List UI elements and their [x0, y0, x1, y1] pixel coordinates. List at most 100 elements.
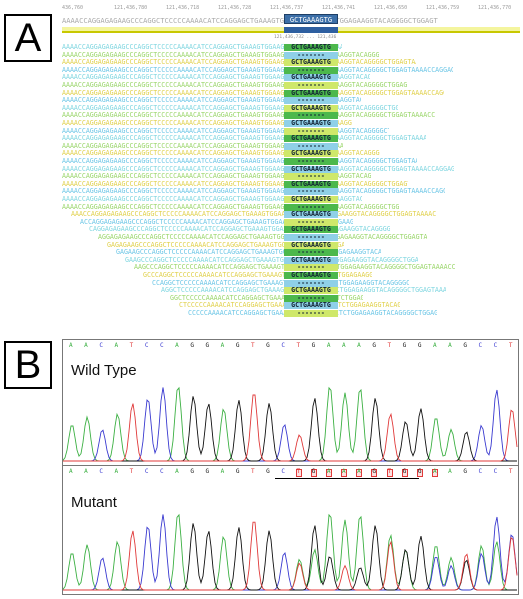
base-call: C	[478, 342, 483, 349]
ruler-tick: 121,436,737	[270, 5, 304, 11]
ruler-tick: 121,436,780	[114, 5, 148, 11]
base-call: T	[129, 342, 134, 349]
trace-t	[63, 394, 518, 462]
insertion-block: -------	[284, 249, 338, 257]
ruler-tick: 121,436,759	[426, 5, 460, 11]
insertion-block: -------	[284, 112, 338, 120]
target-sub-ruler: 121,436,732 ... 121,436	[274, 35, 337, 40]
trace-a	[63, 513, 517, 591]
aligned-read: AAAACCAGGAGAGAAGCCCAGGCTCCCCCAAAACATCCAG…	[62, 59, 416, 67]
base-call: G	[266, 468, 270, 475]
aligned-read: AAAACCAGGAGAGAAGCCCAGGCTCCCCCAAAACATCCAG…	[62, 120, 352, 127]
insertion-block: GCTGAAAGTG	[284, 150, 338, 158]
insertion-block: -------	[284, 142, 338, 150]
base-call: A	[326, 342, 331, 349]
insertion-block: GCTGAAAGTG	[284, 272, 338, 279]
base-call: A	[175, 468, 179, 475]
inserted-base-box	[341, 469, 347, 477]
base-call: A	[69, 468, 73, 475]
aligned-read: AAAACCAGGAGAGAAGCCCAGGCTCCCCCAAAACATCCAG…	[62, 158, 417, 165]
aligned-read: CAGGAGAGAAGCCCAGGCTCCCCCAAAACATCCAGGAGCT…	[89, 226, 390, 234]
aligned-read: AAAACCAGGAGAGAAGCCCAGGCTCCCCCAAAACATCCAG…	[62, 89, 444, 97]
wild-type-title: Wild Type	[71, 362, 137, 379]
base-call: C	[144, 468, 149, 475]
base-call: A	[433, 342, 437, 349]
read-alignment-view: 436,760 121,436,780 121,436,718 121,436,728…	[62, 4, 520, 328]
insertion-block: -------	[284, 264, 338, 272]
insertion-block: GCTGAAAGTG	[284, 196, 338, 203]
base-call: G	[190, 468, 194, 475]
aligned-read: AAAACCAGGAGAGAAGCCCAGGCTCCCCCAAAACATCCAG…	[62, 150, 380, 158]
base-call: T	[387, 468, 392, 475]
base-call: G	[190, 342, 194, 349]
base-call: A	[84, 468, 88, 475]
base-call: T	[251, 468, 255, 475]
aligned-read: AAAACCAGGAGAGAAGCCCAGGCTCCCCCAAAACATCCAG…	[62, 173, 371, 181]
ruler-tick: 436,760	[62, 5, 84, 11]
insertion-block: GCTGAAAGTG	[284, 241, 338, 249]
insertion-block: GCTGAAAGTG	[284, 302, 338, 310]
insertion-block: GCTGAAAGTG	[284, 211, 338, 219]
insertion-block: GCTGAAAGTG	[284, 59, 338, 67]
base-call: A	[114, 468, 119, 475]
inserted-base-box	[310, 469, 317, 477]
aligned-read: AAAACCAGGAGAGAAGCCCAGGCTCCCCCAAAACATCCAG…	[62, 74, 370, 82]
base-call: C	[493, 342, 498, 349]
aligned-read: AAAACCAGGAGAGAAGCCCAGGCTCCCCCAAAACATCCAG…	[62, 44, 342, 51]
base-call: A	[448, 342, 452, 349]
aligned-read: CCAGGCTCCCCCAAAACATCCAGGAGCTGAAAGTGGAAGC…	[152, 279, 409, 287]
base-call: T	[508, 468, 513, 475]
base-call: A	[448, 468, 452, 475]
base-call: G	[463, 342, 467, 349]
base-call: G	[235, 342, 240, 349]
inserted-base-box	[356, 469, 363, 477]
insertion-block: -------	[284, 82, 338, 89]
reference-sequence: AAAACCAGGAGAGAAGCCCAGGCTCCCCCAAAACATCCAG…	[62, 16, 438, 25]
base-call: T	[508, 342, 513, 349]
aligned-read: AAAACCAGGAGAGAAGCCCAGGCTCCCCCAAAACATCCAG…	[62, 51, 379, 59]
base-call: C	[160, 342, 164, 349]
base-call: A	[326, 468, 331, 475]
base-call: C	[493, 468, 498, 475]
base-call: G	[372, 342, 376, 349]
base-call: C	[281, 342, 285, 349]
base-call: G	[417, 468, 422, 475]
base-call: A	[220, 468, 225, 475]
base-call: G	[205, 342, 210, 349]
aligned-read: GAGAAGCCCAGGCTCCCCCAAAACATCCAGGAGCTGAAAG…	[116, 249, 381, 257]
base-call: C	[144, 342, 149, 349]
panel-label-b: B	[4, 341, 52, 389]
ruler-tick: 121,436,728	[218, 5, 252, 11]
insertion-block: GCTGAAAGTG	[284, 165, 338, 173]
base-call: A	[357, 468, 361, 475]
inserted-base-box	[325, 469, 332, 477]
base-call: T	[129, 468, 134, 475]
inserted-base-box	[295, 469, 302, 477]
panel-label-a: A	[4, 14, 52, 62]
aligned-read: AAAACCAGGAGAGAAGCCCAGGCTCCCCCAAAACATCCAG…	[62, 203, 399, 211]
base-call: A	[433, 468, 437, 475]
base-call: T	[251, 342, 255, 349]
insertion-block: -------	[284, 173, 338, 181]
aligned-read: AAAACCAGGAGAGAAGCCCAGGCTCCCCCAAAACATCCAG…	[62, 142, 343, 150]
base-call: G	[402, 468, 407, 475]
base-call: A	[342, 468, 346, 475]
target-highlight: GCTGAAAGTG	[284, 14, 338, 24]
base-call: A	[220, 342, 225, 349]
aligned-read: GAAGCCCAGGCTCCCCCAAAACATCCAGGAGCTGAAAGTG…	[125, 256, 418, 264]
base-call: A	[114, 342, 119, 349]
base-call: C	[160, 468, 164, 475]
ruler-tick: 121,436,650	[374, 5, 408, 11]
base-call: G	[311, 342, 316, 349]
aligned-read: AAAACCAGGAGAGAAGCCCAGGCTCCCCCAAAACATCCAG…	[62, 135, 426, 143]
base-call: T	[296, 342, 301, 349]
mutant-peaks	[63, 513, 518, 591]
aligned-read: AAAACCAGGAGAGAAGCCCAGGCTCCCCCAAAACATCCAG…	[62, 66, 453, 74]
base-call: T	[387, 342, 392, 349]
coverage-target	[284, 27, 338, 33]
inserted-base-box	[416, 469, 423, 477]
base-call: T	[296, 468, 301, 475]
trace-c	[63, 387, 517, 462]
aligned-read: AGGAGAGAAGCCCAGGCTCCCCCAAAACATCCAGGAGCTG…	[98, 234, 427, 241]
